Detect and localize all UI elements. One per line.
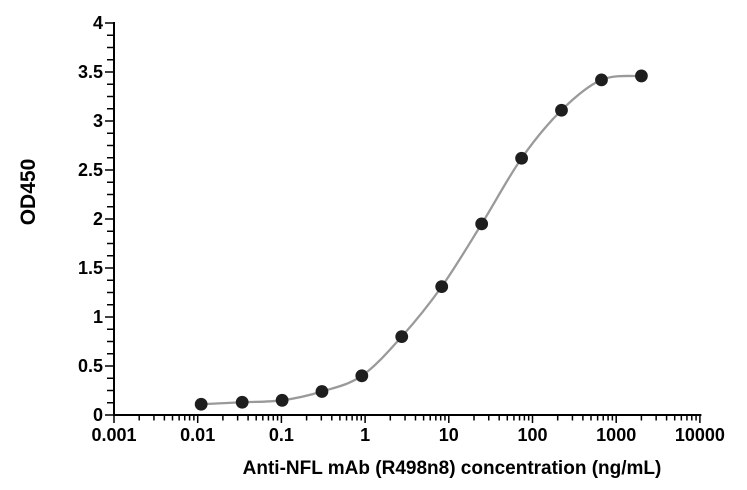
y-tick-label: 0.5 bbox=[78, 356, 103, 376]
fit-curve bbox=[201, 74, 642, 406]
x-axis-title: Anti-NFL mAb (R498n8) concentration (ng/… bbox=[242, 458, 662, 479]
data-point-marker bbox=[515, 151, 528, 165]
y-tick-label: 2 bbox=[93, 209, 103, 229]
x-tick-label: 0.01 bbox=[180, 425, 215, 445]
x-tick-label: 100 bbox=[517, 425, 547, 445]
data-point-marker bbox=[275, 393, 289, 407]
data-points bbox=[194, 69, 648, 411]
x-tick-label: 10 bbox=[439, 425, 459, 445]
data-point-marker bbox=[194, 397, 208, 411]
y-tick-label: 2.5 bbox=[78, 160, 103, 180]
data-point-marker bbox=[235, 395, 249, 409]
data-point-marker bbox=[315, 385, 329, 398]
data-point-marker bbox=[435, 280, 449, 294]
data-point-marker bbox=[395, 330, 409, 343]
x-tick-label: 10000 bbox=[675, 425, 725, 445]
x-tick-label: 1000 bbox=[596, 425, 636, 445]
x-tick-label: 0.001 bbox=[91, 425, 136, 445]
y-tick-label: 1.5 bbox=[78, 258, 103, 278]
data-point-marker bbox=[595, 73, 608, 87]
data-point-marker bbox=[475, 217, 489, 231]
data-point-marker bbox=[635, 69, 648, 83]
axes bbox=[113, 22, 702, 416]
data-point-marker bbox=[555, 103, 568, 117]
axis-tick-labels: 0.001 0.01 0.1 1 10 100 1000 10000 0 0.5 1 1.5 2 2.5 3… bbox=[78, 13, 725, 445]
x-tick-label: 0.1 bbox=[269, 425, 294, 445]
x-tick-label: 1 bbox=[360, 425, 370, 445]
y-tick-label: 1 bbox=[93, 307, 103, 327]
data-point-marker bbox=[355, 369, 369, 383]
y-tick-label: 3.5 bbox=[78, 62, 103, 82]
y-tick-label: 4 bbox=[93, 13, 103, 33]
y-tick-label: 0 bbox=[93, 405, 103, 425]
y-axis-title: OD450 bbox=[17, 158, 40, 226]
axis-ticks bbox=[105, 22, 701, 423]
y-tick-label: 3 bbox=[93, 111, 103, 131]
